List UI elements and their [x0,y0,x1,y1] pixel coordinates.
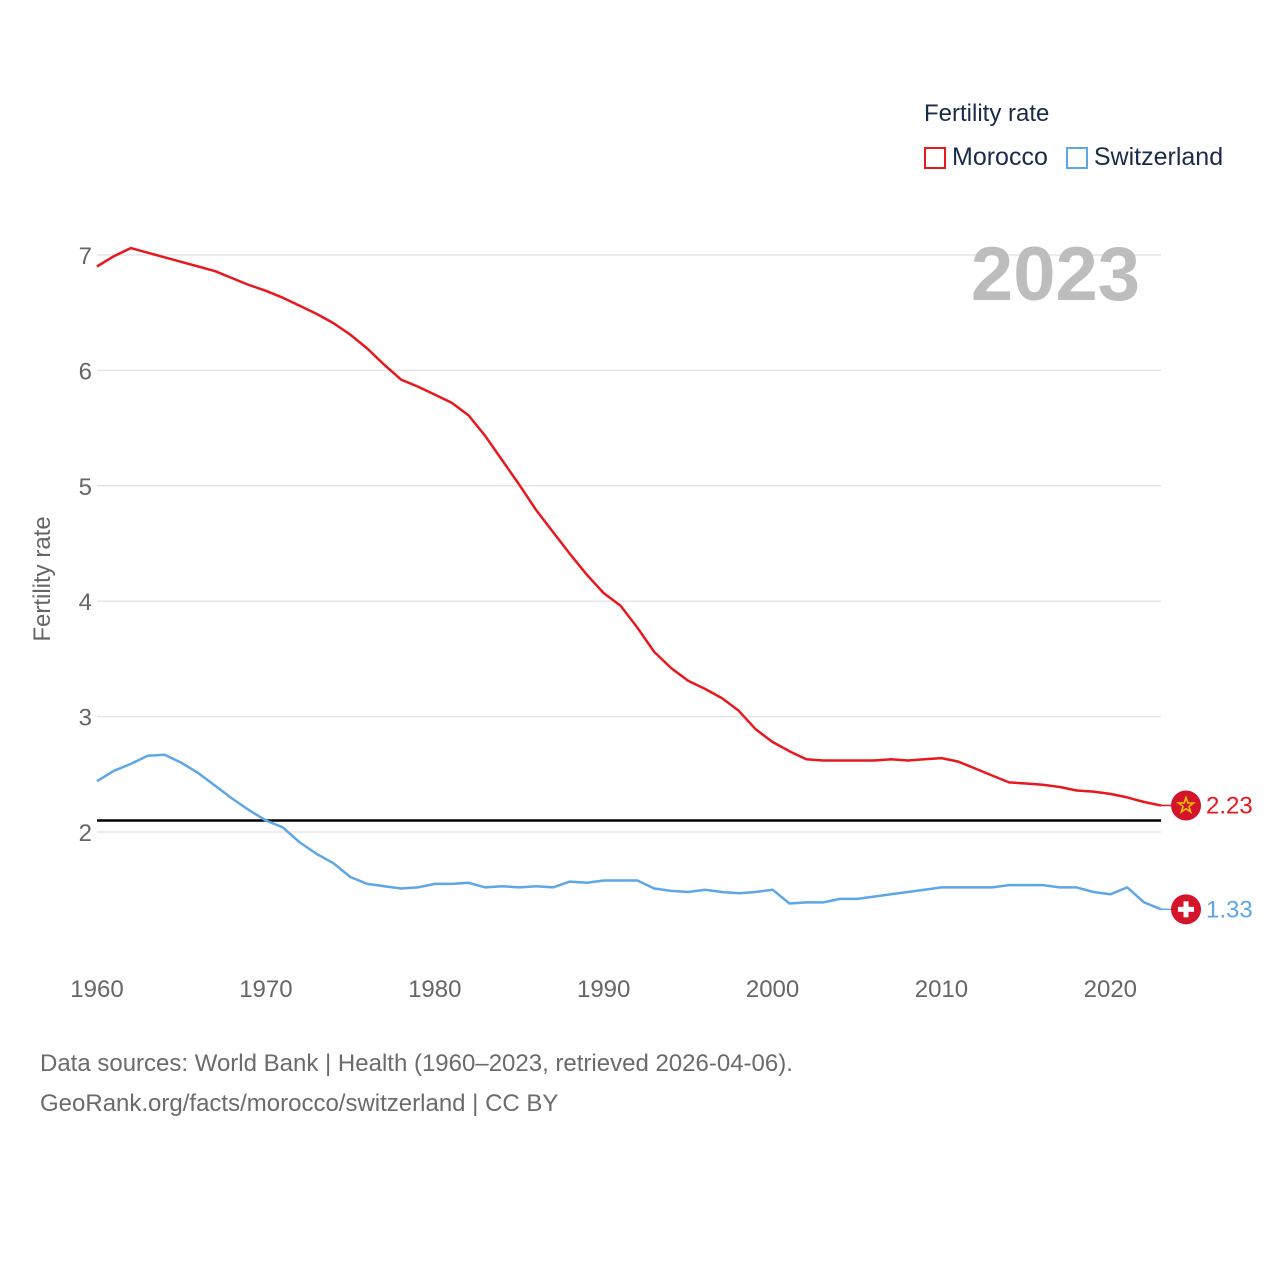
y-axis-ticks: 2 3 4 5 6 7 [79,243,92,847]
flag-morocco-icon [1171,790,1201,821]
legend-swatch-morocco [924,146,946,169]
end-value-label-switzerland: 1.33 [1206,896,1253,923]
x-tick-label: 2000 [746,976,799,1003]
gridlines [97,254,1161,833]
y-tick-label: 3 [79,705,92,732]
x-tick-label: 1970 [239,976,292,1003]
legend: Morocco Switzerland [924,143,1241,172]
flag-cross-h [1178,906,1194,912]
footer: Data sources: World Bank | Health (1960–… [40,1044,793,1124]
x-tick-label: 1960 [70,976,123,1003]
legend-item-switzerland[interactable]: Switzerland [1065,143,1224,172]
y-tick-label: 2 [79,820,92,847]
flag-circle [1171,790,1201,821]
legend-item-morocco[interactable]: Morocco [924,143,1048,172]
footer-sources: Data sources: World Bank | Health (1960–… [40,1050,793,1077]
end-markers: 2.23 1.33 [1161,790,1253,925]
x-tick-label: 1990 [577,976,630,1003]
series-line-morocco[interactable] [96,246,1162,807]
x-tick-label: 2010 [915,976,968,1003]
x-tick-label: 2020 [1084,976,1137,1003]
y-tick-label: 6 [79,358,92,385]
footer-attribution[interactable]: GeoRank.org/facts/morocco/switzerland | … [40,1090,559,1117]
y-tick-label: 7 [79,243,92,270]
year-watermark: 2023 [971,232,1140,317]
flag-star [1176,795,1196,814]
x-axis-ticks: 1960 1970 1980 1990 2000 2010 2020 [70,976,1137,1003]
y-axis-label: Fertility rate [29,516,56,641]
series-line-switzerland[interactable] [96,753,1162,911]
series-lines [96,246,1162,911]
y-tick-label: 5 [79,474,92,501]
legend-label-morocco: Morocco [952,143,1048,171]
end-value-label-morocco: 2.23 [1206,792,1253,819]
legend-swatch-switzerland [1065,146,1088,169]
flag-switzerland-icon [1171,894,1201,925]
legend-title: Fertility rate [924,100,1050,127]
legend-label-switzerland: Switzerland [1093,143,1224,171]
y-tick-label: 4 [79,589,92,616]
x-tick-label: 1980 [408,976,461,1003]
